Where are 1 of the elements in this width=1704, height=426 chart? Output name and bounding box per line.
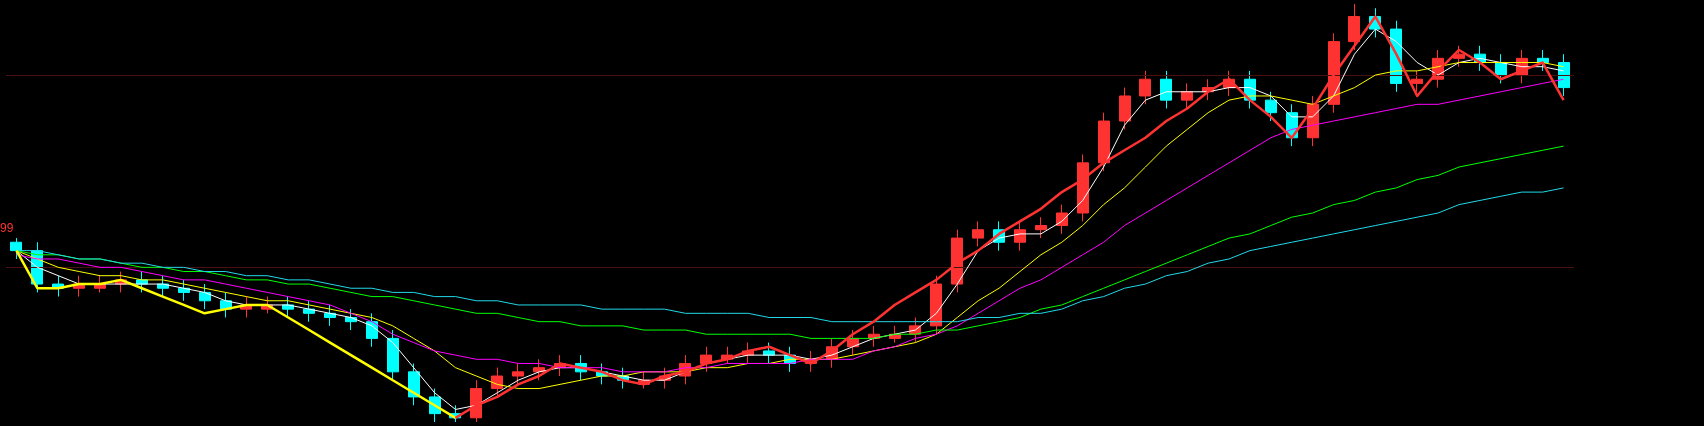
annotation: 99 bbox=[0, 221, 14, 236]
